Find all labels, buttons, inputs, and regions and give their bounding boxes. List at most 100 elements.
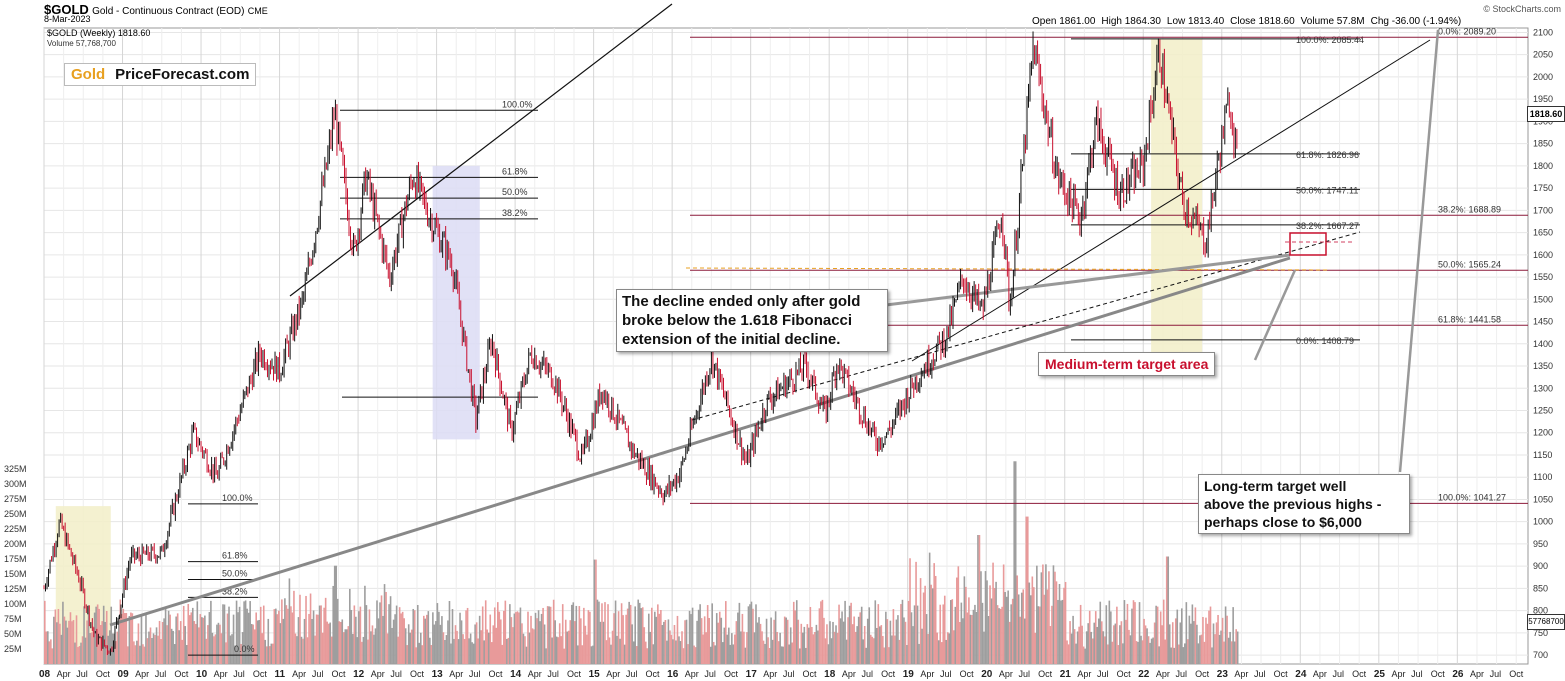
volume-tick-label: 300M <box>4 479 27 489</box>
volume-bar <box>853 616 855 664</box>
y-tick-label: 1250 <box>1533 405 1553 415</box>
copyright: © StockCharts.com <box>1483 4 1561 14</box>
volume-bar <box>786 619 789 664</box>
volume-bar <box>697 609 700 664</box>
volume-bar <box>1209 606 1212 664</box>
volume-bar <box>116 631 119 664</box>
volume-bar <box>371 625 374 664</box>
volume-bar <box>574 621 576 664</box>
volume-bar <box>619 638 621 664</box>
volume-bar <box>524 636 526 664</box>
volume-bar <box>1114 623 1117 664</box>
volume-bar <box>951 599 954 664</box>
volume-bar <box>477 638 479 664</box>
x-tick-label: Apr <box>449 669 463 679</box>
x-tick-label: Jul <box>704 669 716 679</box>
volume-bar <box>708 617 710 664</box>
volume-bar <box>364 585 366 664</box>
volume-bar <box>986 580 988 664</box>
volume-bar <box>140 614 143 664</box>
volume-bar <box>78 646 81 664</box>
volume-bar <box>1079 604 1082 664</box>
volume-bar <box>1116 606 1118 664</box>
volume-bar <box>830 638 833 664</box>
fib-label-right: 38.2%: 1667.27 <box>1296 221 1359 231</box>
volume-bar <box>850 602 852 664</box>
volume-bar <box>415 647 418 664</box>
volume-bar <box>453 638 455 664</box>
volume-bar <box>1055 581 1058 664</box>
volume-bar <box>237 612 239 664</box>
volume-bar <box>965 586 967 664</box>
volume-bar <box>601 603 603 664</box>
y-tick-label: 1100 <box>1533 472 1552 482</box>
volume-bar <box>1194 607 1197 664</box>
volume-bar <box>771 639 774 664</box>
volume-bar <box>561 604 564 664</box>
volume-bar <box>946 632 949 664</box>
volume-bar <box>528 632 531 664</box>
fib-label-left: 100.0% <box>222 493 253 503</box>
volume-bar <box>841 611 843 664</box>
volume-bar <box>1023 618 1026 664</box>
volume-bar <box>1084 648 1086 664</box>
volume-bar <box>113 633 116 664</box>
volume-bar <box>857 616 860 664</box>
volume-bar <box>1206 623 1209 664</box>
volume-bar <box>404 628 407 664</box>
volume-bar <box>462 634 464 664</box>
volume-bar <box>1107 644 1109 664</box>
volume-bar <box>441 616 443 664</box>
volume-bar <box>933 563 935 664</box>
volume-bar <box>1153 622 1156 664</box>
volume-bar <box>1149 642 1151 664</box>
volume-bar <box>1026 516 1029 664</box>
x-tick-label: Apr <box>685 669 699 679</box>
x-tick-label: Apr <box>920 669 934 679</box>
volume-bar <box>81 636 84 664</box>
volume-bar <box>247 612 250 664</box>
x-tick-label: Jul <box>1254 669 1266 679</box>
volume-bar <box>596 599 599 664</box>
volume-bar <box>779 632 781 664</box>
volume-bar <box>744 647 747 664</box>
volume-bar <box>1214 634 1216 664</box>
volume-bar <box>160 639 162 664</box>
x-tick-label: Oct <box>1431 669 1446 679</box>
volume-bar <box>278 610 280 664</box>
volume-bar <box>261 633 264 664</box>
y-tick-label: 1550 <box>1533 272 1553 282</box>
x-tick-label: 14 <box>510 669 522 680</box>
volume-bar <box>1022 589 1025 664</box>
volume-bar <box>644 641 647 664</box>
volume-bar <box>448 601 451 664</box>
volume-bar <box>702 634 704 664</box>
volume-bar <box>193 621 196 664</box>
volume-bar <box>1191 604 1194 664</box>
volume-bar <box>1202 616 1204 664</box>
y-tick-label: 1400 <box>1533 339 1553 349</box>
volume-bar <box>752 608 754 664</box>
volume-bar <box>1215 622 1218 664</box>
volume-bar <box>959 621 961 664</box>
volume-bar <box>358 611 360 664</box>
volume-bar <box>949 600 952 664</box>
volume-bar <box>620 603 623 664</box>
volume-bar <box>803 626 806 664</box>
volume-bar <box>712 641 715 664</box>
x-tick-label: Jul <box>76 669 88 679</box>
volume-bar <box>607 604 609 664</box>
x-tick-label: Oct <box>881 669 896 679</box>
volume-bar <box>128 616 131 664</box>
volume-bar <box>1205 617 1207 664</box>
volume-bar <box>670 634 673 664</box>
volume-bar <box>264 639 267 664</box>
volume-bar <box>895 619 898 664</box>
volume-bar <box>927 633 929 664</box>
volume-bar <box>305 595 307 664</box>
x-tick-label: Apr <box>1391 669 1405 679</box>
volume-bar <box>1161 625 1163 664</box>
volume-bar <box>72 620 75 664</box>
volume-bar <box>709 646 712 664</box>
volume-bar <box>412 608 415 664</box>
